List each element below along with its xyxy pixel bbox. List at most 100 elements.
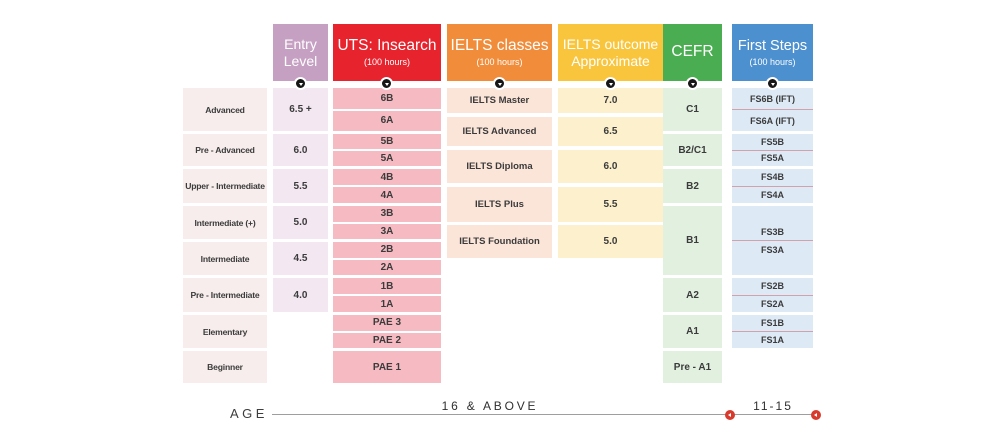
uts-block: 2B 2A — [333, 242, 441, 275]
ielts-class-cell: IELTS Advanced — [447, 117, 552, 146]
ielts-outcome-cell: 5.0 — [558, 225, 663, 258]
first-steps-course-cell: FS4B — [760, 172, 784, 183]
age-axis-label: AGE — [230, 406, 268, 421]
uts-course-cell: 6B — [380, 92, 394, 104]
level-label-intermediate-plus: Intermediate (+) — [183, 206, 267, 239]
uts-course-cell: 5B — [380, 136, 394, 147]
uts-block: 5B 5A — [333, 134, 441, 166]
chevron-down-icon[interactable] — [766, 77, 779, 90]
uts-course-cell: 2A — [333, 257, 441, 276]
level-label-advanced: Advanced — [183, 88, 267, 131]
uts-block: 3B 3A — [333, 206, 441, 239]
ielts-outcome-header-line1: IELTS outcome — [562, 35, 659, 52]
chevron-down-glyph — [608, 82, 613, 86]
ielts-outcome-cell: 5.5 — [558, 187, 663, 222]
uts-course-cell: 5A — [333, 149, 441, 166]
uts-insearch-header: UTS: Insearch (100 hours) — [333, 24, 441, 81]
entry-score-cell: 5.5 — [273, 169, 328, 203]
uts-block: 1B 1A — [333, 278, 441, 312]
entry-header-line1: Entry — [284, 35, 317, 52]
first-steps-course-cell: FS3B — [760, 226, 784, 237]
entry-level-header: Entry Level — [273, 24, 328, 81]
ielts-outcome-header: IELTS outcome Approximate — [558, 24, 663, 81]
uts-block: PAE 3 PAE 2 — [333, 315, 441, 348]
cefr-header: CEFR — [663, 24, 722, 81]
first-steps-block: FS6B (IFT) FS6A (IFT) — [732, 88, 813, 131]
level-label-intermediate: Intermediate — [183, 242, 267, 275]
uts-course-cell: 3A — [333, 221, 441, 240]
age-marker-glyph — [814, 413, 817, 417]
ielts-class-cell: IELTS Foundation — [447, 225, 552, 258]
cefr-cell: B1 — [663, 206, 722, 275]
uts-course-cell: 1B — [380, 280, 394, 292]
cefr-cell: A1 — [663, 315, 722, 348]
ielts-outcome-cell: 6.5 — [558, 117, 663, 146]
chevron-down-icon[interactable] — [493, 77, 506, 90]
cefr-header-title: CEFR — [671, 43, 714, 61]
entry-score-cell: 4.5 — [273, 242, 328, 275]
first-steps-course-cell: FS4A — [732, 185, 813, 204]
entry-header-line2: Level — [283, 52, 318, 69]
uts-course-cell: PAE 1 — [333, 351, 441, 383]
age-marker-glyph — [728, 413, 731, 417]
level-label-beginner: Beginner — [183, 351, 267, 383]
ielts-classes-header-subtitle: (100 hours) — [476, 57, 523, 68]
chevron-down-glyph — [497, 82, 502, 86]
cefr-cell: B2 — [663, 169, 722, 203]
ielts-class-cell: IELTS Master — [447, 88, 552, 113]
chevron-down-glyph — [690, 82, 695, 86]
ielts-class-cell: IELTS Plus — [447, 187, 552, 222]
chevron-down-glyph — [770, 82, 775, 86]
uts-course-cell: PAE 3 — [372, 317, 402, 329]
level-label-upper-intermediate: Upper - Intermediate — [183, 169, 267, 203]
age-marker-icon — [725, 410, 735, 420]
uts-header-title: UTS: Insearch — [337, 37, 437, 55]
ielts-classes-header: IELTS classes (100 hours) — [447, 24, 552, 81]
age-axis-line — [272, 414, 816, 415]
first-steps-block: FS2B FS2A — [732, 278, 813, 312]
ielts-outcome-header-line2: Approximate — [571, 52, 650, 69]
first-steps-course-cell: FS2A — [732, 294, 813, 313]
first-steps-block: FS1B FS1A — [732, 315, 813, 348]
cefr-cell: A2 — [663, 278, 722, 312]
uts-course-cell: 2B — [380, 244, 394, 256]
chevron-down-glyph — [298, 82, 303, 86]
chevron-down-icon[interactable] — [294, 77, 307, 90]
cefr-cell: B2/C1 — [663, 134, 722, 166]
chevron-down-icon[interactable] — [380, 77, 393, 90]
age-segment-11-15: 11-15 — [753, 399, 793, 413]
entry-score-cell: 6.5 + — [273, 88, 328, 131]
first-steps-block: FS5B FS5A — [732, 134, 813, 166]
first-steps-course-cell: FS5B — [760, 136, 784, 147]
uts-course-cell: 3B — [380, 208, 394, 220]
first-steps-course-cell: FS6B (IFT) — [750, 93, 795, 104]
uts-course-cell: 4B — [380, 171, 394, 183]
uts-course-cell: 4A — [333, 185, 441, 203]
chevron-down-icon[interactable] — [686, 77, 699, 90]
uts-block: 4B 4A — [333, 169, 441, 203]
first-steps-course-cell: FS1A — [732, 331, 813, 348]
ielts-class-cell: IELTS Diploma — [447, 150, 552, 183]
level-label-pre-intermediate: Pre - Intermediate — [183, 278, 267, 312]
chevron-down-glyph — [384, 82, 389, 86]
first-steps-course-cell: FS5A — [732, 149, 813, 167]
age-marker-icon — [811, 410, 821, 420]
first-steps-course-cell: FS6A (IFT) — [732, 109, 813, 131]
ielts-outcome-cell: 6.0 — [558, 150, 663, 183]
chevron-down-icon[interactable] — [604, 77, 617, 90]
cefr-cell: Pre - A1 — [663, 351, 722, 383]
uts-course-cell: 1A — [333, 294, 441, 312]
first-steps-block: FS4B FS4A — [732, 169, 813, 203]
first-steps-header-subtitle: (100 hours) — [749, 56, 796, 67]
ielts-outcome-cell: 7.0 — [558, 88, 663, 113]
uts-course-cell: PAE 2 — [333, 330, 441, 349]
first-steps-block: FS3B FS3A — [732, 206, 813, 275]
entry-score-cell: 5.0 — [273, 206, 328, 239]
uts-header-subtitle: (100 hours) — [363, 57, 411, 68]
entry-score-cell: 6.0 — [273, 134, 328, 166]
entry-score-cell: 4.0 — [273, 278, 328, 312]
first-steps-course-cell: FS3A — [732, 240, 813, 258]
first-steps-header-title: First Steps — [737, 37, 808, 54]
uts-course-cell: 6A — [333, 108, 441, 132]
